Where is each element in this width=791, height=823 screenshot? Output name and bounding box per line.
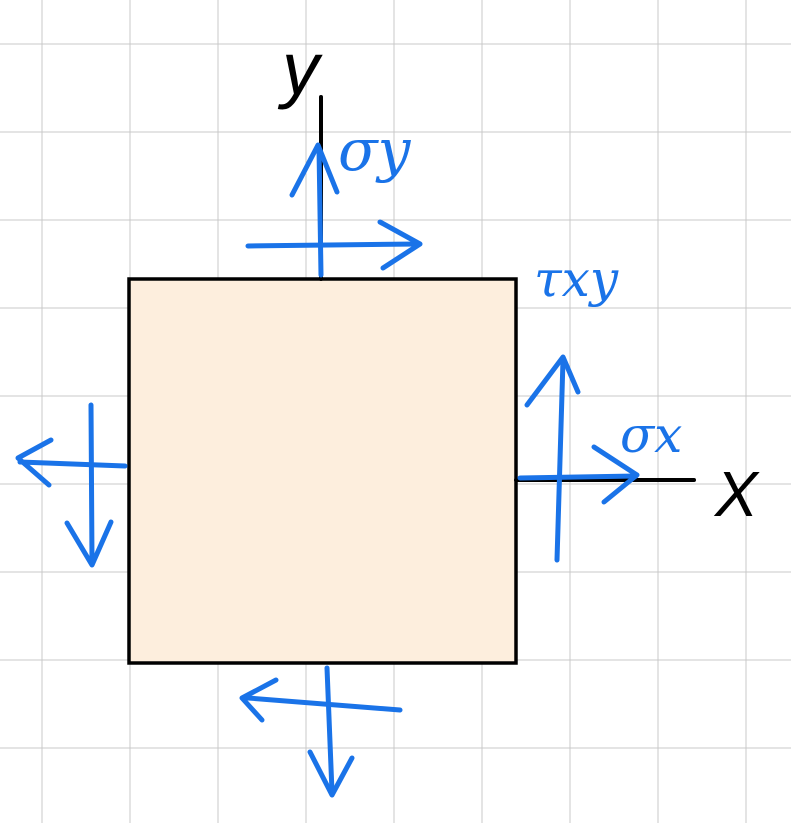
stress-labels: σy σx τxy <box>338 116 682 464</box>
sigma-x-arrowhead <box>591 444 640 505</box>
left-shear-arrowhead <box>64 519 114 568</box>
stress-arrows <box>15 142 640 798</box>
top-shear-arrowhead <box>377 219 423 271</box>
left-normal-arrow <box>17 459 128 469</box>
left-normal-arrowhead <box>15 437 54 488</box>
sigma-y-arrowhead <box>289 142 340 198</box>
bottom-shear-arrowhead <box>239 677 279 723</box>
bottom-shear-arrow <box>245 695 403 713</box>
bottom-normal-arrow <box>324 665 335 795</box>
left-shear-arrow <box>88 402 95 565</box>
top-shear-arrow <box>245 241 421 249</box>
tau-xy-arrowhead <box>524 354 581 408</box>
bottom-normal-arrowhead <box>307 749 355 798</box>
sigma-y-arrow <box>316 145 324 278</box>
stress-element-square <box>127 277 518 665</box>
y-axis-label: y <box>277 27 323 110</box>
sigma-x-arrow <box>517 473 639 481</box>
sigma-y-label: σy <box>338 116 412 184</box>
tau-xy-label: τxy <box>534 250 619 308</box>
x-axis-label: X <box>713 458 760 530</box>
sigma-x-label: σx <box>620 406 682 464</box>
tau-xy-arrow <box>554 357 566 563</box>
